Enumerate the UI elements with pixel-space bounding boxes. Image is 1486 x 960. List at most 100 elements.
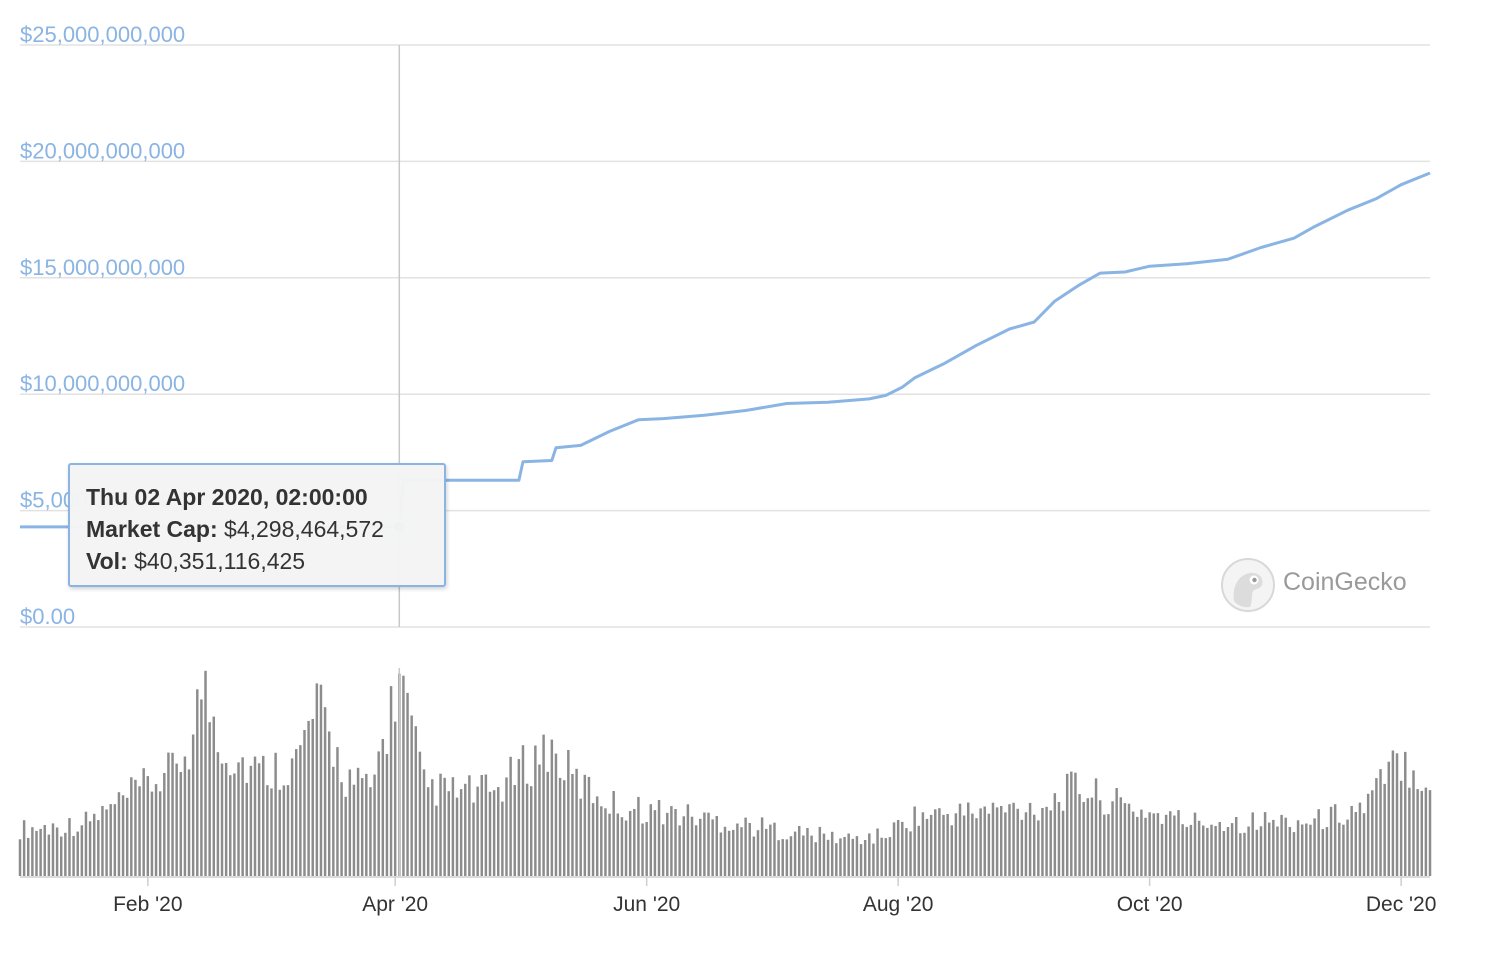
volume-bar <box>958 803 962 876</box>
volume-bar <box>521 745 525 876</box>
volume-bar <box>773 822 776 876</box>
volume-bar <box>1313 818 1316 876</box>
volume-bar <box>290 758 294 876</box>
volume-bar <box>468 775 471 876</box>
volume-bar <box>447 791 451 876</box>
volume-bar <box>1230 823 1234 876</box>
volume-bar <box>183 756 187 876</box>
y-tick-label: $10,000,000,000 <box>20 371 185 396</box>
volume-bar <box>999 806 1003 876</box>
volume-bar <box>1346 819 1349 876</box>
volume-bar <box>1082 802 1085 876</box>
volume-bar <box>1181 824 1184 876</box>
volume-bar <box>802 835 805 876</box>
volume-bar <box>348 769 352 876</box>
volume-bar <box>332 766 335 876</box>
volume-bar <box>488 791 492 876</box>
volume-bar <box>542 734 545 876</box>
gecko-logo-icon <box>1221 558 1275 612</box>
volume-bar <box>84 811 88 876</box>
volume-bar <box>146 776 150 876</box>
volume-bar <box>1280 814 1283 876</box>
market-cap-line[interactable] <box>20 171 1431 529</box>
volume-bar <box>525 783 529 876</box>
volume-bar <box>797 826 801 876</box>
volume-bar <box>604 808 607 876</box>
volume-bar <box>1057 802 1061 876</box>
volume-bar <box>1148 812 1151 876</box>
volume-bar <box>1408 787 1411 876</box>
volume-bar <box>1160 823 1164 876</box>
volume-bar <box>1305 823 1308 876</box>
volume-bar <box>764 828 768 876</box>
watermark-text: CoinGecko <box>1283 568 1407 596</box>
grid-lines <box>20 44 1430 878</box>
volume-bar <box>1354 812 1358 876</box>
volume-bar <box>1366 793 1370 876</box>
volume-bar <box>715 816 718 876</box>
volume-bar <box>311 719 314 876</box>
volume-bar <box>369 787 372 876</box>
volume-bar <box>571 774 574 876</box>
volume-bar <box>938 808 941 876</box>
volume-bar <box>373 774 376 876</box>
volume-bar <box>274 752 277 876</box>
volume-bar <box>690 816 694 876</box>
volume-bar <box>381 739 385 876</box>
volume-bar <box>1288 827 1292 876</box>
volume-bar <box>670 806 673 876</box>
volume-bar <box>789 836 793 876</box>
volume-bar <box>191 734 195 876</box>
volume-bar <box>1127 803 1131 876</box>
volume-bar <box>991 802 995 876</box>
volume-bar <box>179 772 183 876</box>
volume-bar <box>628 811 632 876</box>
volume-bar <box>303 730 306 876</box>
volume-bar <box>1020 819 1024 876</box>
tooltip: Thu 02 Apr 2020, 02:00:00 Market Cap: $4… <box>68 463 446 587</box>
volume-bar <box>150 791 154 876</box>
volume-bar <box>88 821 92 876</box>
volume-bar <box>472 802 475 876</box>
volume-bar <box>979 808 982 876</box>
volume-bar <box>562 780 566 876</box>
volume-bar <box>1251 812 1254 876</box>
volume-bar <box>645 822 648 876</box>
volume-bar <box>550 739 554 876</box>
volume-bar <box>884 838 888 876</box>
volume-bar <box>360 778 364 876</box>
volume-bar <box>356 767 360 876</box>
tooltip-market-cap: Market Cap: $4,298,464,572 <box>86 516 384 542</box>
volume-bar <box>934 809 937 876</box>
volume-bar <box>975 818 978 876</box>
volume-bar <box>212 716 216 876</box>
volume-bar <box>760 817 764 876</box>
volume-bar <box>266 785 269 876</box>
volume-bar <box>299 745 302 876</box>
volume-bar <box>1098 800 1102 876</box>
volume-bar <box>818 826 822 876</box>
volume-bar <box>1123 803 1127 876</box>
volume-bar <box>1379 769 1382 876</box>
volume-bar <box>983 806 986 876</box>
volume-bar <box>1053 793 1057 876</box>
volume-bar <box>393 721 397 876</box>
volume-bar <box>505 777 508 876</box>
volume-bar <box>686 804 690 876</box>
volume-bar <box>925 818 929 876</box>
volume-bar <box>229 775 232 876</box>
volume-bar <box>1300 824 1304 876</box>
volume-bar <box>476 786 479 876</box>
volume-bar <box>365 773 368 876</box>
volume-bar <box>1226 827 1230 876</box>
volume-bar <box>855 836 859 876</box>
volume-bar <box>154 784 158 876</box>
volume-bar <box>653 810 657 876</box>
volume-bar <box>637 796 640 876</box>
y-tick-label: $0.00 <box>20 604 75 629</box>
volume-bar <box>175 763 178 876</box>
volume-bar <box>591 803 595 876</box>
volume-bar <box>1119 797 1123 876</box>
volume-bar <box>455 797 459 876</box>
